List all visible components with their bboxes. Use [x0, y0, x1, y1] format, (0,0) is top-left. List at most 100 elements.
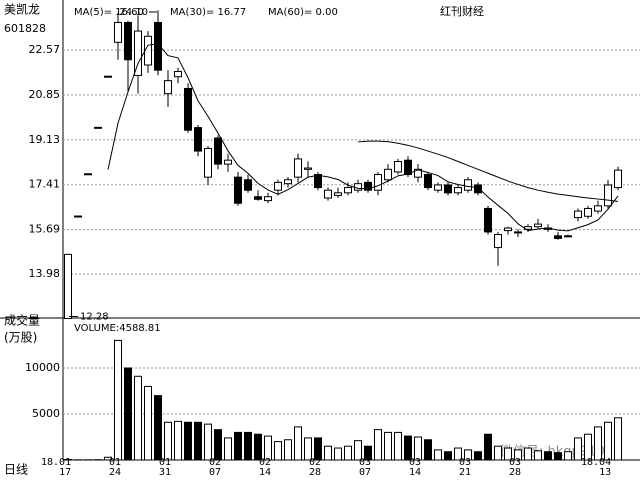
- volume-bar: [584, 433, 592, 461]
- volume-bar: [414, 436, 422, 461]
- volume-bar: [394, 431, 402, 461]
- candle-body: [344, 187, 352, 194]
- candle-body: [614, 169, 622, 189]
- x-tick-label: 02 07: [209, 457, 222, 478]
- candle-body: [274, 181, 282, 191]
- volume-bar: [284, 439, 292, 461]
- y-tick-label: 13.98: [29, 267, 61, 280]
- volume-bar: [324, 445, 332, 461]
- ma5-label: MA(5)= 16.60: [74, 7, 144, 18]
- candle-body: [134, 30, 142, 76]
- volume-bar: [484, 433, 492, 461]
- volume-bar: [354, 440, 362, 461]
- volume-bar: [204, 423, 212, 461]
- volume-bar: [494, 445, 502, 461]
- y-tick-label: 20.85: [29, 88, 61, 101]
- volume-bar: [214, 429, 222, 461]
- period: 日线: [4, 463, 28, 477]
- candle-body: [434, 184, 442, 191]
- candle-body: [494, 234, 502, 249]
- candle-body: [284, 179, 292, 185]
- candle-body: [184, 87, 192, 131]
- candle-body: [164, 80, 172, 95]
- annotation: 12.28: [80, 312, 109, 323]
- volume-bar: [574, 437, 582, 461]
- x-tick-label: 03 14: [409, 457, 422, 478]
- candle-body: [264, 196, 272, 202]
- volume-bar: [344, 445, 352, 461]
- volume-bar: [334, 447, 342, 461]
- ma30-label: MA(30)= 16.77: [170, 7, 246, 18]
- volume-bar: [144, 385, 152, 461]
- volume-bar: [164, 421, 172, 461]
- candle-body: [254, 196, 262, 200]
- candle-body: [424, 174, 432, 189]
- candle-body: [234, 176, 242, 204]
- x-tick-label: 03 21: [459, 457, 472, 478]
- candle-body: [504, 227, 512, 232]
- candle-body: [114, 21, 122, 43]
- candle-body: [574, 210, 582, 219]
- y-tick-label: 22.57: [29, 43, 61, 56]
- candle-body: [404, 159, 412, 176]
- candle-body: [444, 184, 452, 194]
- candle-body: [374, 174, 382, 191]
- volume-bar: [294, 426, 302, 461]
- volume-bar: [224, 437, 232, 461]
- volume-bar: [564, 451, 572, 461]
- volume-bar: [614, 417, 622, 461]
- volume-bar: [514, 449, 522, 461]
- volume-tick-label: 10000: [25, 361, 60, 374]
- candle-body: [324, 189, 332, 199]
- candle-body: [464, 179, 472, 191]
- volume-bar: [544, 451, 552, 461]
- candle-body: [554, 235, 562, 239]
- ma-line: [357, 140, 619, 202]
- volume-title: 成交量: [4, 313, 40, 328]
- y-tick-label: 19.13: [29, 133, 61, 146]
- volume-unit: (万股): [4, 331, 37, 345]
- candle-body: [334, 192, 342, 196]
- annotation: 24.10: [119, 7, 148, 18]
- x-tick-label: 18.01 17: [41, 457, 72, 478]
- candle-body: [564, 235, 572, 238]
- candle-body: [414, 168, 422, 178]
- volume-bar: [424, 439, 432, 461]
- x-tick-label: 01 24: [109, 457, 122, 478]
- volume-bar: [594, 426, 602, 461]
- volume-bar: [274, 441, 282, 461]
- volume-bar: [104, 456, 112, 461]
- candle-body: [74, 215, 82, 218]
- volume-bar: [364, 445, 372, 461]
- candle-body: [584, 207, 592, 217]
- volume-bar: [554, 452, 562, 461]
- volume-bar: [464, 449, 472, 461]
- volume-bar: [444, 451, 452, 461]
- candle-body: [94, 126, 102, 129]
- volume-bar: [184, 421, 192, 461]
- volume-value: VOLUME:4588.81: [74, 323, 161, 334]
- volume-bar: [474, 451, 482, 461]
- candle-body: [454, 187, 462, 194]
- candle-body: [194, 127, 202, 152]
- candle-body: [204, 147, 212, 178]
- volume-bar: [384, 431, 392, 461]
- x-tick-label: 18.04 13: [581, 457, 612, 478]
- candle-body: [64, 253, 72, 320]
- candle-body: [304, 167, 312, 170]
- candle-body: [154, 21, 162, 71]
- volume-bar: [524, 447, 532, 461]
- candle-body: [124, 21, 132, 61]
- x-tick-label: 01 31: [159, 457, 172, 478]
- candle-body: [84, 173, 92, 176]
- volume-bar: [504, 447, 512, 461]
- x-tick-label: 03 28: [509, 457, 522, 478]
- candle-body: [484, 207, 492, 233]
- volume-bar: [134, 375, 142, 461]
- candle-body: [364, 181, 372, 191]
- volume-bar: [404, 435, 412, 461]
- candle-body: [314, 174, 322, 189]
- stock-code: 601828: [4, 22, 46, 35]
- y-tick-label: 15.69: [29, 223, 61, 236]
